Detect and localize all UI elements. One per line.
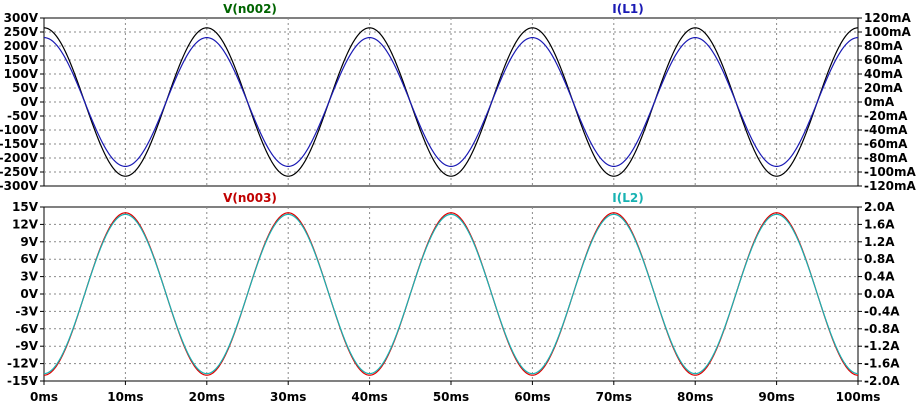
left-tick-label: -150V <box>0 137 39 151</box>
right-tick-label: -80mA <box>864 151 908 165</box>
left-tick-label: 12V <box>12 217 39 231</box>
right-tick-label: 1.2A <box>864 235 895 249</box>
trace-vn002[interactable] <box>43 27 859 177</box>
left-tick-label: -9V <box>15 339 38 353</box>
trace-il1[interactable] <box>43 36 859 168</box>
right-tick-label: 100mA <box>864 25 912 39</box>
left-tick-label: -3V <box>15 304 38 318</box>
x-tick-label: 90ms <box>758 390 794 404</box>
right-tick-label: 2.0A <box>864 200 895 214</box>
right-tick-label: -100mA <box>864 165 917 179</box>
left-tick-label: -15V <box>7 374 39 388</box>
bottom-pane-grid <box>40 206 862 385</box>
right-tick-label: -120mA <box>864 179 917 193</box>
trace-il2[interactable] <box>43 213 859 375</box>
right-tick-label: -0.4A <box>864 304 900 318</box>
left-tick-label: 3V <box>20 270 38 284</box>
right-tick-label: -20mA <box>864 109 908 123</box>
x-tick-label: 20ms <box>189 390 225 404</box>
right-tick-label: -1.2A <box>864 339 900 353</box>
right-tick-label: 1.6A <box>864 217 895 231</box>
x-tick-label: 10ms <box>107 390 143 404</box>
right-tick-label: 0mA <box>864 95 895 109</box>
left-tick-label: 0V <box>20 287 38 301</box>
left-tick-label: 150V <box>4 53 39 67</box>
right-tick-label: 120mA <box>864 11 912 25</box>
top-pane-traces <box>43 27 859 177</box>
left-tick-label: 15V <box>12 200 39 214</box>
x-tick-label: 80ms <box>677 390 713 404</box>
right-tick-label: 0.4A <box>864 270 895 284</box>
left-tick-label: 6V <box>20 252 38 266</box>
left-tick-label: -6V <box>15 322 38 336</box>
right-tick-label: 80mA <box>864 39 903 53</box>
left-tick-label: -250V <box>0 165 39 179</box>
left-tick-label: 200V <box>4 39 39 53</box>
right-tick-label: -0.8A <box>864 322 900 336</box>
x-tick-label: 0ms <box>30 390 58 404</box>
trace-label-v-n002[interactable]: V(n002) <box>223 2 277 16</box>
x-tick-label: 30ms <box>270 390 306 404</box>
left-tick-label: 50V <box>12 81 39 95</box>
trace-label-i-l1[interactable]: I(L1) <box>612 2 643 16</box>
right-tick-label: -2.0A <box>864 374 900 388</box>
left-tick-label: -50V <box>7 109 39 123</box>
left-tick-label: -200V <box>0 151 39 165</box>
left-tick-label: 0V <box>20 95 38 109</box>
right-tick-label: 20mA <box>864 81 903 95</box>
trace-label-i-l2[interactable]: I(L2) <box>612 191 643 205</box>
left-tick-label: -12V <box>7 357 39 371</box>
left-tick-label: 250V <box>4 25 39 39</box>
x-tick-label: 60ms <box>514 390 550 404</box>
left-tick-label: -300V <box>0 179 39 193</box>
left-tick-label: 9V <box>20 235 38 249</box>
left-tick-label: 100V <box>4 67 39 81</box>
right-tick-label: -1.6A <box>864 357 900 371</box>
x-tick-label: 70ms <box>596 390 632 404</box>
right-tick-label: 60mA <box>864 53 903 67</box>
left-tick-label: -100V <box>0 123 39 137</box>
axis-labels: 300V 120mA 250V 100mA 200V 80mA 150V 60mA 100V 40… <box>0 11 917 404</box>
x-tick-label: 50ms <box>433 390 469 404</box>
right-tick-label: 0.8A <box>864 252 895 266</box>
x-tick-label: 40ms <box>351 390 387 404</box>
trace-label-v-n003[interactable]: V(n003) <box>223 191 277 205</box>
right-tick-label: 0.0A <box>864 287 895 301</box>
x-tick-label: 100ms <box>836 390 881 404</box>
right-tick-label: -60mA <box>864 137 908 151</box>
bottom-pane-traces <box>43 212 859 376</box>
top-pane-grid <box>40 17 862 187</box>
right-tick-label: -40mA <box>864 123 908 137</box>
right-tick-label: 40mA <box>864 67 903 81</box>
left-tick-label: 300V <box>4 11 39 25</box>
